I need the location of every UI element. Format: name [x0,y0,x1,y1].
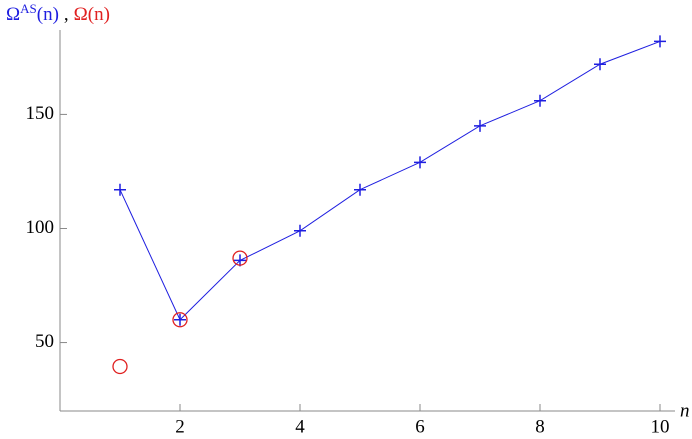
series-line [119,40,661,321]
y-tick-label: 150 [26,103,55,124]
point [534,94,546,107]
y-label-part: , [64,4,69,25]
y-label-part: Ω(n) [74,4,110,25]
point [234,254,246,267]
y-label-part: (n) [37,4,59,25]
x-tick-label: 4 [295,416,305,437]
point [474,119,486,132]
point [294,224,306,237]
point [232,250,248,266]
point [174,313,186,326]
y-axis-label: ΩAS(n), Ω(n) [6,1,110,25]
y-label-part: Ω [6,4,20,25]
y-tick-label: 100 [26,217,55,238]
y-tick-label: 50 [35,331,54,352]
x-tick-label: 10 [651,416,670,437]
point [354,183,366,196]
x-tick-label: 8 [535,416,545,437]
x-tick-label: 6 [415,416,425,437]
x-tick-label: 2 [175,416,185,437]
point [114,183,126,196]
y-label-part: AS [20,1,37,16]
point [172,312,188,328]
point [594,58,606,71]
x-axis-label: n [680,400,690,421]
point [112,358,128,375]
point [654,35,666,48]
point [414,156,426,169]
